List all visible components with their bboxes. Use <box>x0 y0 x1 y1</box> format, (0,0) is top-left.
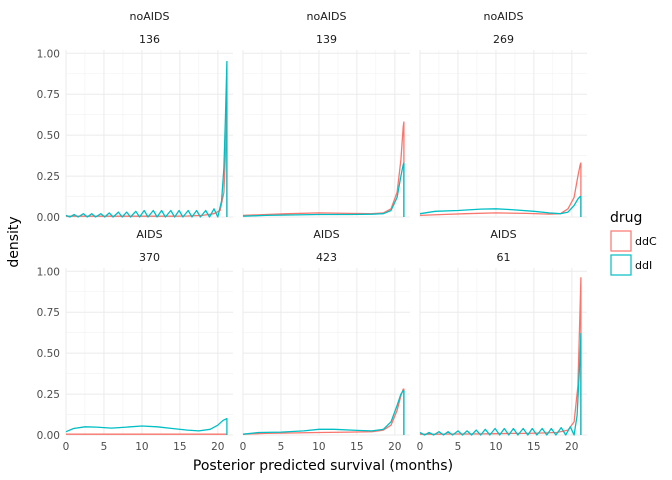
x-tick-label: 15 <box>527 441 540 453</box>
x-tick-label: 0 <box>63 441 70 453</box>
y-tick-label: 0.00 <box>37 430 60 442</box>
legend-key-ddi <box>610 254 632 276</box>
y-tick-label: 0.25 <box>37 171 60 183</box>
facet-strip-label-bottom: 61 <box>497 251 511 264</box>
y-tick-label: 0.25 <box>37 389 60 401</box>
facet-strip-label-top: AIDS <box>313 228 339 241</box>
density-line-ddc <box>420 277 582 435</box>
y-tick-label: 1.00 <box>37 48 60 60</box>
x-tick-label: 10 <box>135 441 148 453</box>
density-line-ddi <box>65 417 228 435</box>
density-line-ddi <box>242 162 405 217</box>
facet-panel: noAIDS 139 <box>242 10 410 218</box>
facet-panel: noAIDS 269 <box>419 10 587 218</box>
facet-strip-label-bottom: 269 <box>493 33 514 46</box>
facet-panel: AIDS 423 0 5 10 15 20 <box>240 228 410 453</box>
facet-strip-label-top: AIDS <box>490 228 516 241</box>
x-tick-label: 10 <box>312 441 325 453</box>
facet-strip-label-bottom: 136 <box>139 33 160 46</box>
legend: drug ddC ddI <box>610 210 657 276</box>
facet-panel: AIDS 61 0 5 10 15 20 <box>417 228 587 453</box>
facet-panel: noAIDS 136 0.00 0.25 0.50 0.75 1.00 <box>37 10 233 224</box>
facet-strip-label-top: noAIDS <box>484 10 524 23</box>
x-tick-label: 15 <box>350 441 363 453</box>
facet-strip-label-bottom: 139 <box>316 33 337 46</box>
legend-key-ddc <box>610 230 632 252</box>
legend-title: drug <box>610 210 642 226</box>
y-axis-title: density <box>6 216 22 267</box>
density-line-ddc <box>66 98 228 217</box>
facet-strip-label-bottom: 370 <box>139 251 160 264</box>
y-tick-label: 0.75 <box>37 307 60 319</box>
density-line-ddc <box>242 388 405 435</box>
facet-panel: AIDS 370 0.00 0.25 0.50 0.75 1.00 0 5 10 15 20 <box>37 228 233 453</box>
y-tick-label: 0.00 <box>37 212 60 224</box>
x-tick-label: 10 <box>489 441 502 453</box>
density-line-ddi <box>242 390 405 435</box>
x-tick-label: 5 <box>101 441 108 453</box>
y-tick-label: 0.75 <box>37 89 60 101</box>
x-tick-label: 15 <box>173 441 186 453</box>
x-tick-label: 20 <box>565 441 578 453</box>
x-tick-label: 5 <box>278 441 285 453</box>
facet-strip-label-bottom: 423 <box>316 251 337 264</box>
facet-strip-label-top: AIDS <box>136 228 162 241</box>
legend-label-ddc: ddC <box>635 235 657 248</box>
x-tick-label: 5 <box>455 441 462 453</box>
x-tick-label: 20 <box>388 441 401 453</box>
density-line-ddi <box>419 195 582 217</box>
y-tick-label: 1.00 <box>37 266 60 278</box>
facet-strip-label-top: noAIDS <box>130 10 170 23</box>
y-tick-label: 0.50 <box>37 130 60 142</box>
facet-strip-label-top: noAIDS <box>307 10 347 23</box>
density-line-ddi <box>419 332 582 436</box>
x-axis-title: Posterior predicted survival (months) <box>193 458 453 474</box>
y-tick-label: 0.50 <box>37 348 60 360</box>
density-line-ddi <box>65 60 228 218</box>
x-tick-label: 20 <box>211 441 224 453</box>
legend-label-ddi: ddI <box>635 259 652 272</box>
density-line-ddc <box>242 121 405 217</box>
x-tick-label: 0 <box>417 441 424 453</box>
x-tick-label: 0 <box>240 441 247 453</box>
